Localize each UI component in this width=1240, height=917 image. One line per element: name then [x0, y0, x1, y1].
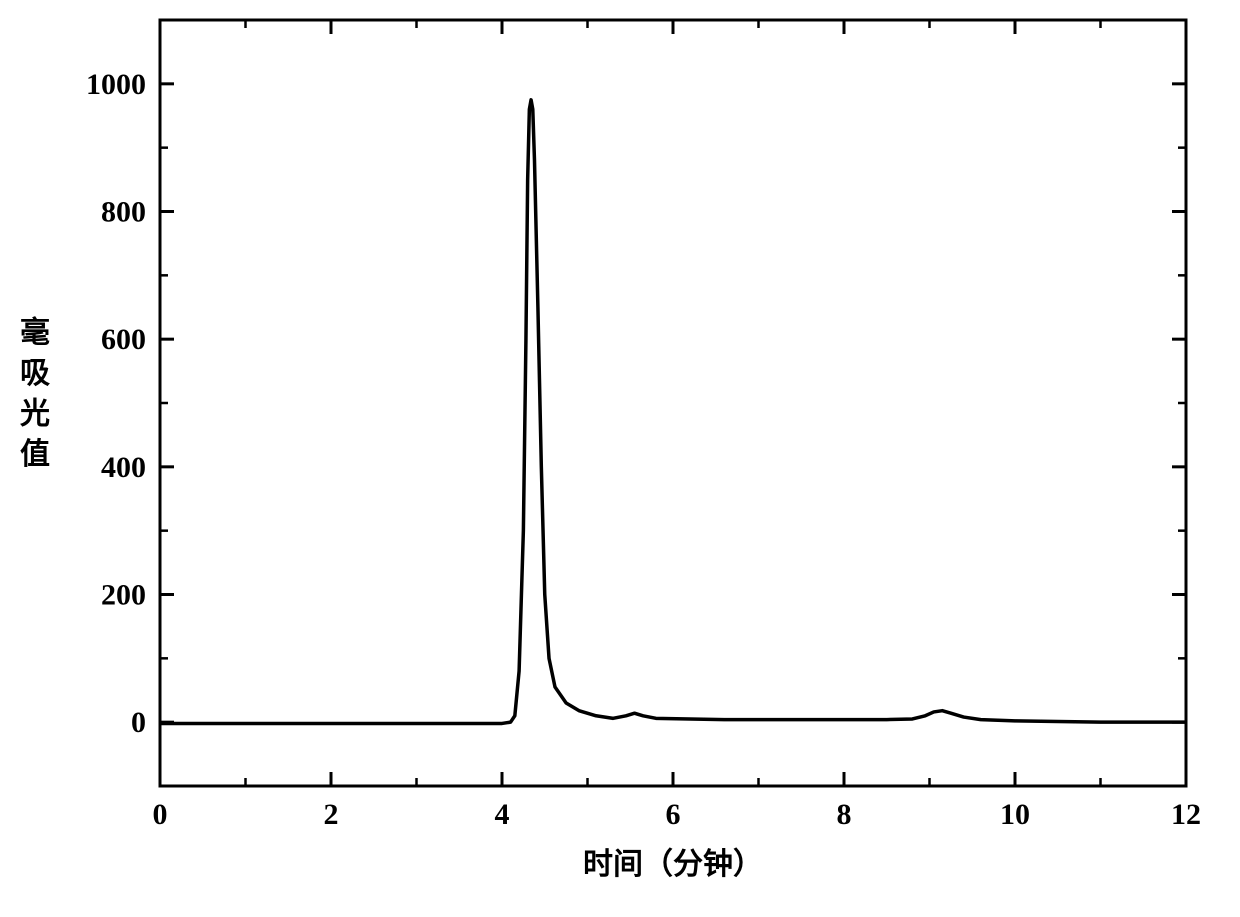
y-tick-label: 800 — [101, 196, 146, 229]
x-tick-label: 10 — [1000, 798, 1030, 831]
x-tick-label: 8 — [837, 798, 852, 831]
y-tick-label: 600 — [101, 323, 146, 356]
x-tick-label: 0 — [153, 798, 168, 831]
chromatogram-chart: 02468101202004006008001000时间（分钟）毫吸光值 — [0, 0, 1240, 917]
y-tick-label: 400 — [101, 451, 146, 484]
x-tick-label: 12 — [1171, 798, 1201, 831]
y-tick-label: 1000 — [86, 68, 146, 101]
x-tick-label: 6 — [666, 798, 681, 831]
x-axis-label: 时间（分钟） — [583, 847, 763, 881]
x-tick-label: 2 — [324, 798, 339, 831]
chart-svg: 02468101202004006008001000时间（分钟）毫吸光值 — [0, 0, 1240, 917]
x-tick-label: 4 — [495, 798, 510, 831]
y-tick-label: 0 — [131, 706, 146, 739]
y-tick-label: 200 — [101, 579, 146, 612]
chart-bg — [0, 0, 1240, 917]
